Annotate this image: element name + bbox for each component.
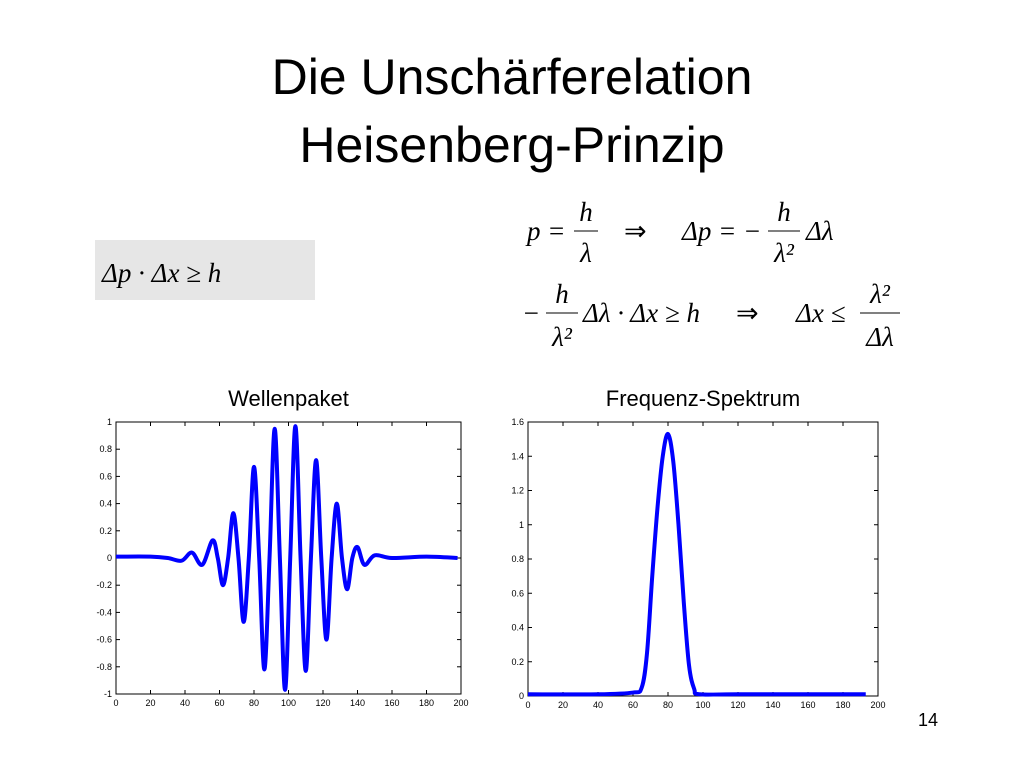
formula: Δp · Δx ≥ h (101, 258, 221, 288)
x-tick-label: 40 (180, 698, 190, 708)
y-tick-label: 0.4 (511, 623, 524, 633)
formula-part: Δx ≤ (795, 298, 845, 328)
x-tick-label: 120 (315, 698, 330, 708)
formula-line: − h λ² Δλ · Δx ≥ h ⇒ Δx ≤ λ² Δλ (522, 279, 900, 352)
x-tick-label: 100 (695, 700, 710, 710)
y-tick-label: 0.2 (511, 657, 524, 667)
formula-part: ⇒ (624, 216, 647, 246)
y-tick-label: 0.2 (99, 526, 112, 536)
denominator: λ² (551, 322, 573, 352)
x-tick-label: 160 (800, 700, 815, 710)
x-tick-label: 20 (558, 700, 568, 710)
y-tick-label: 0.8 (511, 554, 524, 564)
formula-part: Δλ · Δx ≥ h (582, 298, 700, 328)
x-tick-label: 80 (663, 700, 673, 710)
y-tick-label: 0 (519, 691, 524, 701)
x-tick-label: 200 (870, 700, 885, 710)
x-tick-label: 180 (419, 698, 434, 708)
y-tick-label: -0.2 (96, 580, 112, 590)
formula-part: ⇒ (736, 298, 759, 328)
y-tick-label: 0.8 (99, 444, 112, 454)
x-tick-label: 180 (835, 700, 850, 710)
formula-line: p = h λ ⇒ Δp = − h λ² Δλ (525, 197, 834, 268)
data-line (115, 424, 458, 692)
x-tick-label: 120 (730, 700, 745, 710)
chart-title: Frequenz-Spektrum (606, 386, 800, 411)
formula-box (95, 240, 315, 300)
y-tick-label: -0.8 (96, 662, 112, 672)
y-tick-label: 1.2 (511, 486, 524, 496)
y-tick-label: 1 (519, 520, 524, 530)
y-tick-label: 0 (107, 553, 112, 563)
formula-part: p = (525, 216, 565, 246)
x-tick-label: 100 (281, 698, 296, 708)
page-number: 14 (918, 710, 938, 730)
x-tick-label: 60 (628, 700, 638, 710)
y-tick-label: 1 (107, 417, 112, 427)
numerator: h (777, 197, 791, 227)
numerator: h (579, 197, 593, 227)
y-tick-label: 1.6 (511, 417, 524, 427)
chart-title: Wellenpaket (228, 386, 349, 411)
numerator: λ² (869, 279, 891, 309)
denominator: Δλ (865, 322, 894, 352)
x-tick-label: 200 (453, 698, 468, 708)
x-tick-label: 140 (350, 698, 365, 708)
formula-part: Δp = − (681, 216, 761, 246)
data-line (527, 431, 866, 697)
x-tick-label: 60 (214, 698, 224, 708)
y-tick-label: -0.6 (96, 635, 112, 645)
numerator: h (555, 279, 569, 309)
x-tick-label: 0 (525, 700, 530, 710)
y-tick-label: 0.6 (99, 471, 112, 481)
x-tick-label: 80 (249, 698, 259, 708)
denominator: λ (579, 238, 592, 268)
y-tick-label: 0.4 (99, 499, 112, 509)
x-tick-label: 20 (145, 698, 155, 708)
denominator: λ² (773, 238, 795, 268)
plot-frame (527, 421, 879, 697)
y-tick-label: 1.4 (511, 451, 524, 461)
y-tick-label: 0.6 (511, 588, 524, 598)
y-tick-label: -1 (104, 689, 112, 699)
title-line: Die Unschärferelation (272, 49, 753, 105)
x-tick-label: 40 (593, 700, 603, 710)
formula-part: Δλ (805, 216, 834, 246)
x-tick-label: 0 (113, 698, 118, 708)
x-tick-label: 140 (765, 700, 780, 710)
x-tick-label: 160 (384, 698, 399, 708)
formula-part: − (522, 298, 540, 328)
y-tick-label: -0.4 (96, 607, 112, 617)
title-line: Heisenberg-Prinzip (299, 117, 724, 173)
